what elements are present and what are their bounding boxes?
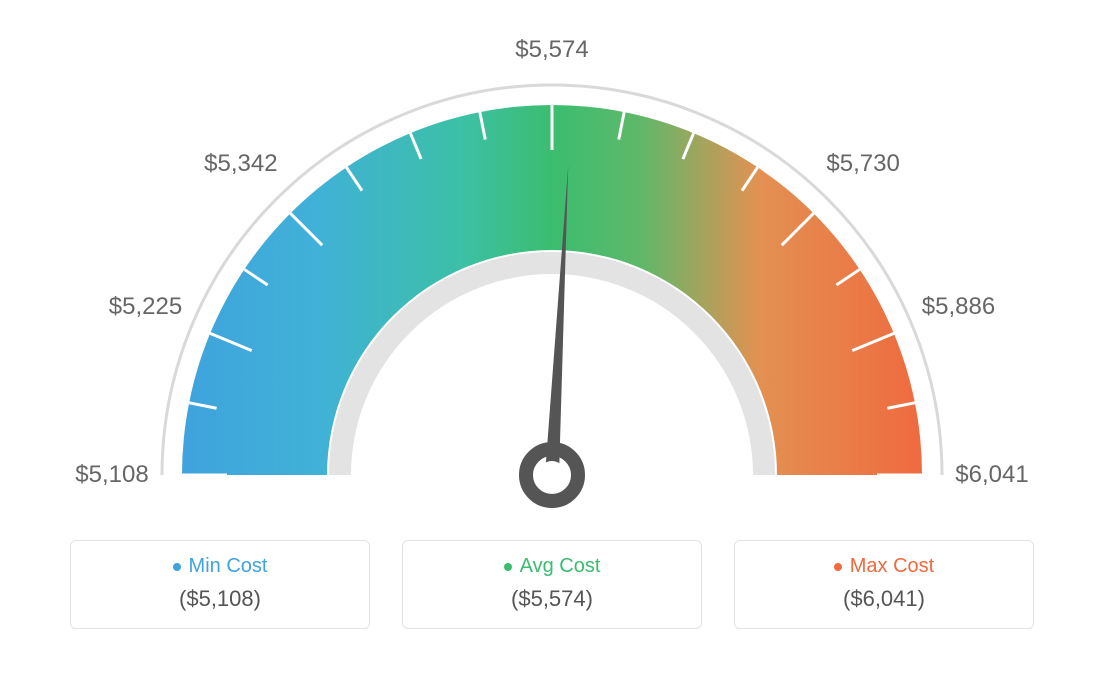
gauge-tick-label: $5,225 — [109, 293, 182, 321]
gauge-tick-label: $6,041 — [955, 461, 1028, 489]
legend-value-avg: ($5,574) — [421, 586, 683, 612]
gauge-tick-label: $5,342 — [204, 150, 277, 178]
legend-title-min: Min Cost — [89, 555, 351, 578]
legend-dot-min — [173, 563, 181, 571]
gauge-tick-label: $5,730 — [826, 150, 899, 178]
legend-card-avg: Avg Cost ($5,574) — [402, 540, 702, 629]
legend-value-max: ($6,041) — [753, 586, 1015, 612]
legend-card-min: Min Cost ($5,108) — [70, 540, 370, 629]
gauge-tick-label: $5,108 — [75, 461, 148, 489]
legend-label-max: Max Cost — [850, 555, 934, 578]
legend-label-min: Min Cost — [189, 555, 268, 578]
legend-dot-avg — [504, 563, 512, 571]
legend-card-max: Max Cost ($6,041) — [734, 540, 1034, 629]
gauge-chart: $5,108 $5,225 $5,342 $5,574 $5,730 $5,886 $6,0… — [0, 0, 1104, 550]
legend-title-max: Max Cost — [753, 555, 1015, 578]
legend-value-min: ($5,108) — [89, 586, 351, 612]
gauge-tick-label: $5,886 — [922, 293, 995, 321]
legend-label-avg: Avg Cost — [520, 555, 601, 578]
gauge-tick-label: $5,574 — [515, 36, 588, 64]
gauge-svg — [0, 0, 1104, 550]
legend-row: Min Cost ($5,108) Avg Cost ($5,574) Max … — [0, 540, 1104, 629]
legend-dot-max — [834, 563, 842, 571]
legend-title-avg: Avg Cost — [421, 555, 683, 578]
